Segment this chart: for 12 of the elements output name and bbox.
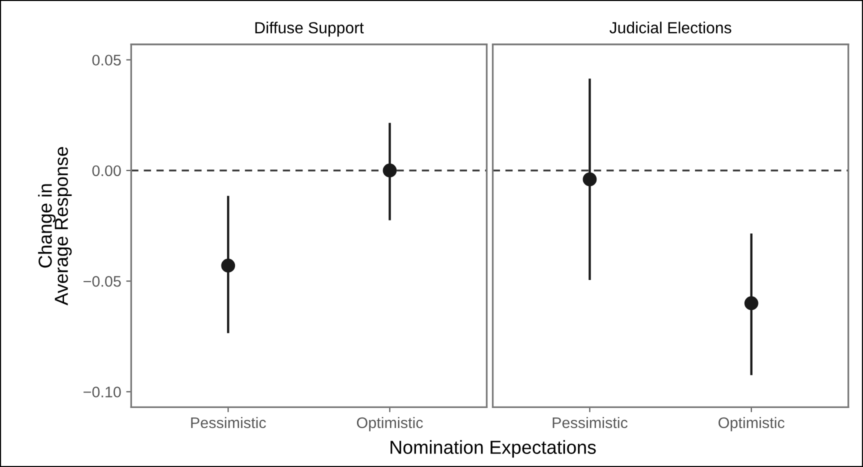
x-tick-label: Optimistic [718, 416, 784, 432]
x-axis-title: Nomination Expectations [390, 440, 596, 458]
y-tick-label: 0.00 [92, 165, 121, 176]
y-axis-title: Change in Average Response [38, 147, 72, 306]
y-tick-label: −0.05 [84, 276, 121, 287]
y-tick-label: −0.10 [84, 386, 121, 398]
chart-title: Judicial Elections [610, 22, 732, 34]
x-tick-label: Pessimistic [552, 416, 628, 428]
y-tick-label: 0.05 [92, 54, 121, 66]
x-tick-label: Optimistic [356, 416, 423, 432]
x-tick-label: Pessimistic [191, 416, 266, 428]
chart-title: Diffuse Support [255, 22, 364, 37]
